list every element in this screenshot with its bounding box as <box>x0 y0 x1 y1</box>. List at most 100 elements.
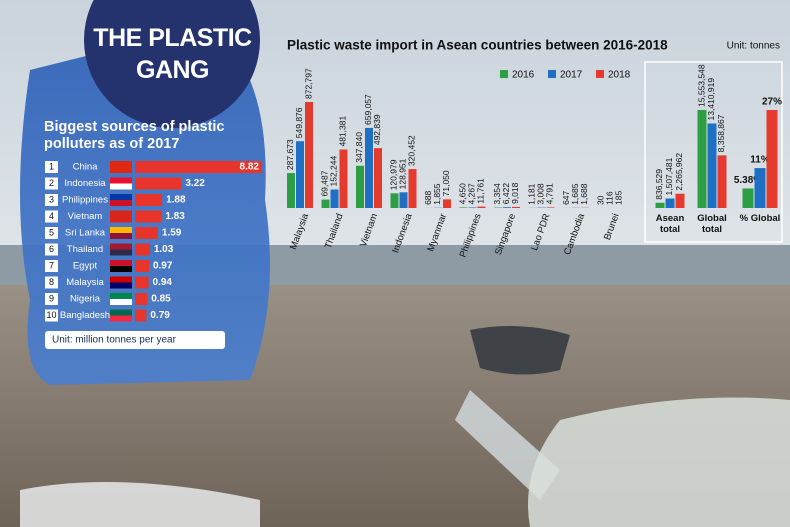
value-label: 11% <box>750 155 770 166</box>
value-label: 0.79 <box>150 310 170 321</box>
category-label: Philippines <box>62 195 108 206</box>
value-label: 69,487 <box>320 170 330 196</box>
category-label: Thailand <box>67 244 103 255</box>
value-label: 9,018 <box>510 182 520 204</box>
bar <box>443 199 451 208</box>
category-label: Malaysia <box>66 277 104 288</box>
flag <box>110 276 132 283</box>
value-label: 1.88 <box>166 195 186 206</box>
bar <box>717 155 727 208</box>
value-label: 27% <box>762 97 782 108</box>
flag <box>110 266 132 272</box>
rank-box <box>45 227 58 239</box>
rank-box <box>45 260 58 272</box>
value-label: 4,267 <box>467 183 477 205</box>
flag <box>110 299 132 305</box>
flag <box>110 260 132 266</box>
flag <box>110 216 132 223</box>
category-label: Nigeria <box>70 294 101 305</box>
value-label: 1.03 <box>154 244 174 255</box>
bar <box>339 149 348 208</box>
value-label: 872,797 <box>303 68 313 99</box>
bar <box>135 210 162 223</box>
value-label: 1,181 <box>527 183 537 205</box>
bar <box>135 243 150 256</box>
bottle <box>528 397 790 527</box>
title-badge <box>84 0 260 128</box>
legend-swatch <box>548 70 556 78</box>
value-label: 116 <box>605 191 615 205</box>
value-label: 30 <box>596 195 606 205</box>
rank: 1 <box>49 161 54 171</box>
flag <box>110 249 132 256</box>
rank: 5 <box>49 227 54 237</box>
value-label: 481,381 <box>338 116 348 147</box>
bar <box>135 194 163 206</box>
rank-box <box>45 161 58 173</box>
value-label: 8,358,867 <box>716 114 726 152</box>
bar <box>754 168 766 208</box>
rank: 6 <box>49 244 54 254</box>
value-label: 1,688 <box>579 183 589 205</box>
rank-box <box>45 194 58 206</box>
rank: 9 <box>49 293 54 303</box>
category-label: Sri Lanka <box>65 228 106 239</box>
bar <box>675 193 685 208</box>
value-label: 1,507,481 <box>664 157 674 195</box>
category-label: Global total <box>697 213 727 235</box>
category-label: China <box>73 162 99 173</box>
value-label: 549,876 <box>294 107 304 138</box>
flag <box>110 200 132 206</box>
note-box <box>45 331 225 349</box>
category-label: Bangladesh <box>60 310 110 321</box>
bar <box>365 127 373 208</box>
value-label: 1.83 <box>165 211 185 222</box>
bar <box>356 165 364 208</box>
bar <box>459 207 468 208</box>
bar <box>697 110 707 208</box>
value-label: 492,839 <box>372 114 382 145</box>
legend-label: 2018 <box>608 70 631 81</box>
category-label: Egypt <box>73 261 98 272</box>
rank: 10 <box>46 310 56 320</box>
category-label: % Global <box>739 213 781 224</box>
value-label: 120,979 <box>389 159 399 190</box>
flag <box>110 177 132 184</box>
bar <box>766 110 778 208</box>
value-label: 2,265,962 <box>674 153 684 191</box>
value-label: 347,840 <box>354 132 364 163</box>
bar <box>135 227 158 239</box>
bar <box>503 207 511 208</box>
bar <box>390 193 399 208</box>
rank: 2 <box>49 178 54 188</box>
value-label: 3.22 <box>185 178 205 189</box>
bar <box>742 188 754 208</box>
bar <box>374 148 382 208</box>
rank-box <box>45 177 58 190</box>
bar <box>135 309 147 322</box>
legend-label: 2017 <box>560 70 583 81</box>
legend-label: 2016 <box>512 70 535 81</box>
rank-box <box>45 243 58 256</box>
value-label: 1,855 <box>432 183 442 205</box>
flag <box>110 183 132 190</box>
unit: Unit: tonnes <box>727 41 780 52</box>
value-label: 5.38% <box>734 175 762 186</box>
value-label: 152,244 <box>329 156 339 187</box>
value-label: 6,422 <box>501 183 511 205</box>
bar <box>296 141 304 208</box>
flag <box>110 210 132 217</box>
flag <box>110 167 132 173</box>
value-label: 15,553,548 <box>696 64 706 107</box>
value-label: 0.97 <box>153 261 173 272</box>
bar <box>287 173 295 208</box>
bottle <box>20 482 260 527</box>
rank: 7 <box>49 260 54 270</box>
flag <box>110 161 132 167</box>
value-label: 1,685 <box>570 183 580 205</box>
flag <box>110 293 132 299</box>
bar <box>512 206 520 208</box>
debris <box>470 326 570 375</box>
